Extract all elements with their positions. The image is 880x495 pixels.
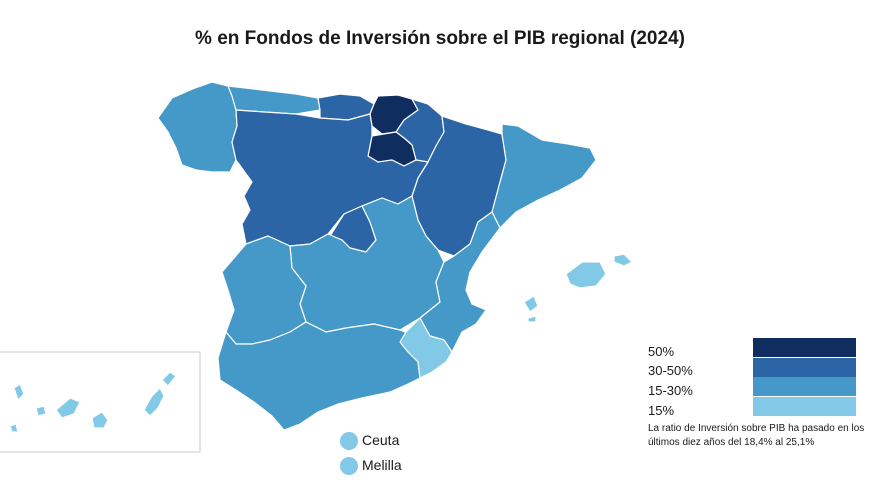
legend-label-15-30: 15-30% <box>648 383 693 398</box>
region-murcia <box>399 317 453 379</box>
legend-label-30-50: 30-50% <box>648 363 693 378</box>
region-canarias <box>9 371 177 433</box>
region-asturias <box>227 85 321 115</box>
region-baleares <box>523 253 633 323</box>
city-dot-ceuta <box>340 432 358 450</box>
region-andalucia <box>217 321 421 431</box>
legend-label-50: 50% <box>648 344 675 359</box>
legend-swatch-15 <box>753 397 856 416</box>
canarias-inset-frame <box>0 351 201 453</box>
city-label-melilla: Melilla <box>362 457 402 473</box>
region-cataluna <box>491 123 597 229</box>
region-galicia <box>157 81 238 173</box>
legend-swatch-50 <box>753 338 856 357</box>
legend-label-15: 15% <box>648 403 675 418</box>
legend-swatch-15-30 <box>753 377 856 396</box>
map-title: % en Fondos de Inversión sobre el PIB re… <box>195 28 685 49</box>
city-dot-melilla <box>340 457 358 475</box>
legend-swatch-30-50 <box>753 358 856 377</box>
legend-note: La ratio de Inversión sobre PIB ha pasad… <box>648 423 865 448</box>
city-label-ceuta: Ceuta <box>362 432 400 448</box>
